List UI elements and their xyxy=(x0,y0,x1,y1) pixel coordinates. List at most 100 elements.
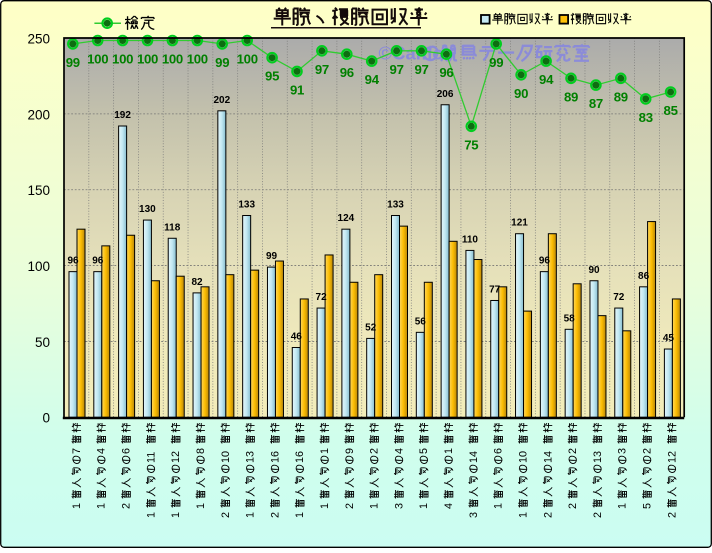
svg-text:12: 12 xyxy=(170,451,182,463)
svg-text:3: 3 xyxy=(617,448,629,454)
svg-text:96: 96 xyxy=(539,256,551,267)
svg-text:100: 100 xyxy=(87,52,108,67)
svg-text:6: 6 xyxy=(493,448,505,454)
svg-text:89: 89 xyxy=(564,89,578,104)
svg-text:95: 95 xyxy=(265,69,279,84)
svg-text:2: 2 xyxy=(641,448,653,454)
svg-text:1: 1 xyxy=(493,503,505,509)
svg-text:100: 100 xyxy=(187,52,208,67)
svg-text:2: 2 xyxy=(567,503,579,509)
svg-text:1: 1 xyxy=(418,503,430,509)
svg-text:99: 99 xyxy=(66,55,80,70)
svg-text:99: 99 xyxy=(489,55,503,70)
svg-text:45: 45 xyxy=(663,333,675,344)
svg-text:56: 56 xyxy=(415,316,427,327)
svg-text:2: 2 xyxy=(344,503,356,509)
svg-text:3: 3 xyxy=(468,512,480,518)
svg-text:118: 118 xyxy=(164,222,181,233)
svg-text:1: 1 xyxy=(443,448,455,454)
svg-text:72: 72 xyxy=(613,292,625,303)
svg-text:86: 86 xyxy=(638,271,650,282)
svg-text:6: 6 xyxy=(121,448,133,454)
svg-text:2: 2 xyxy=(567,448,579,454)
svg-text:2: 2 xyxy=(542,512,554,518)
svg-text:87: 87 xyxy=(589,96,603,111)
svg-text:97: 97 xyxy=(390,62,404,77)
svg-text:16: 16 xyxy=(294,451,306,463)
svg-text:99: 99 xyxy=(215,55,229,70)
svg-text:1: 1 xyxy=(294,512,306,518)
svg-text:11: 11 xyxy=(145,452,157,463)
svg-text:100: 100 xyxy=(237,52,258,67)
svg-text:52: 52 xyxy=(365,322,377,333)
svg-text:1: 1 xyxy=(319,503,331,509)
svg-text:10: 10 xyxy=(517,451,529,463)
svg-text:5: 5 xyxy=(418,448,430,454)
svg-text:192: 192 xyxy=(114,110,131,121)
svg-text:58: 58 xyxy=(564,313,576,324)
svg-text:72: 72 xyxy=(316,292,328,303)
svg-text:1: 1 xyxy=(369,503,381,509)
svg-text:4: 4 xyxy=(443,503,455,509)
svg-text:14: 14 xyxy=(468,451,480,463)
svg-text:96: 96 xyxy=(340,65,354,80)
svg-text:99: 99 xyxy=(266,251,278,262)
svg-text:8: 8 xyxy=(195,448,207,454)
svg-text:200: 200 xyxy=(27,107,50,122)
svg-text:1: 1 xyxy=(145,512,157,518)
svg-text:90: 90 xyxy=(514,86,528,101)
svg-text:89: 89 xyxy=(614,89,628,104)
svg-text:7: 7 xyxy=(71,448,83,454)
svg-text:1: 1 xyxy=(195,503,207,509)
svg-text:96: 96 xyxy=(92,256,104,267)
svg-text:75: 75 xyxy=(464,137,478,152)
svg-text:50: 50 xyxy=(35,335,50,350)
svg-text:77: 77 xyxy=(489,285,501,296)
svg-text:130: 130 xyxy=(139,204,156,215)
svg-text:12: 12 xyxy=(666,451,678,463)
svg-text:202: 202 xyxy=(213,95,230,106)
svg-text:97: 97 xyxy=(414,62,428,77)
svg-text:96: 96 xyxy=(439,65,453,80)
svg-text:4: 4 xyxy=(96,448,108,454)
svg-text:0: 0 xyxy=(42,410,50,425)
svg-text:91: 91 xyxy=(290,82,304,97)
svg-text:85: 85 xyxy=(664,103,678,118)
svg-text:83: 83 xyxy=(639,110,653,125)
svg-text:150: 150 xyxy=(27,183,50,198)
svg-text:97: 97 xyxy=(315,62,329,77)
svg-text:5: 5 xyxy=(641,503,653,509)
svg-text:4: 4 xyxy=(393,448,405,454)
svg-text:90: 90 xyxy=(588,265,600,276)
svg-text:100: 100 xyxy=(27,259,50,274)
svg-text:1: 1 xyxy=(319,448,331,454)
svg-text:100: 100 xyxy=(162,52,183,67)
svg-text:100: 100 xyxy=(112,52,133,67)
svg-text:1: 1 xyxy=(96,503,108,509)
svg-text:3: 3 xyxy=(393,503,405,509)
svg-text:2: 2 xyxy=(121,503,133,509)
svg-text:1: 1 xyxy=(517,512,529,518)
svg-text:13: 13 xyxy=(592,451,604,463)
svg-text:2: 2 xyxy=(369,448,381,454)
svg-text:124: 124 xyxy=(338,213,355,224)
svg-text:2: 2 xyxy=(269,512,281,518)
svg-text:2: 2 xyxy=(220,512,232,518)
svg-text:9: 9 xyxy=(344,448,356,454)
svg-text:46: 46 xyxy=(291,332,303,343)
svg-text:10: 10 xyxy=(220,451,232,463)
svg-text:133: 133 xyxy=(238,200,255,211)
svg-text:133: 133 xyxy=(387,200,404,211)
svg-text:16: 16 xyxy=(269,451,281,463)
svg-text:1: 1 xyxy=(170,512,182,518)
svg-text:14: 14 xyxy=(542,451,554,463)
svg-text:121: 121 xyxy=(511,218,528,229)
svg-text:110: 110 xyxy=(462,234,479,245)
svg-text:250: 250 xyxy=(27,32,50,47)
svg-text:2: 2 xyxy=(592,512,604,518)
svg-text:2: 2 xyxy=(666,512,678,518)
svg-text:1: 1 xyxy=(617,503,629,509)
svg-text:13: 13 xyxy=(245,451,257,463)
svg-text:96: 96 xyxy=(67,256,79,267)
svg-text:82: 82 xyxy=(191,277,203,288)
